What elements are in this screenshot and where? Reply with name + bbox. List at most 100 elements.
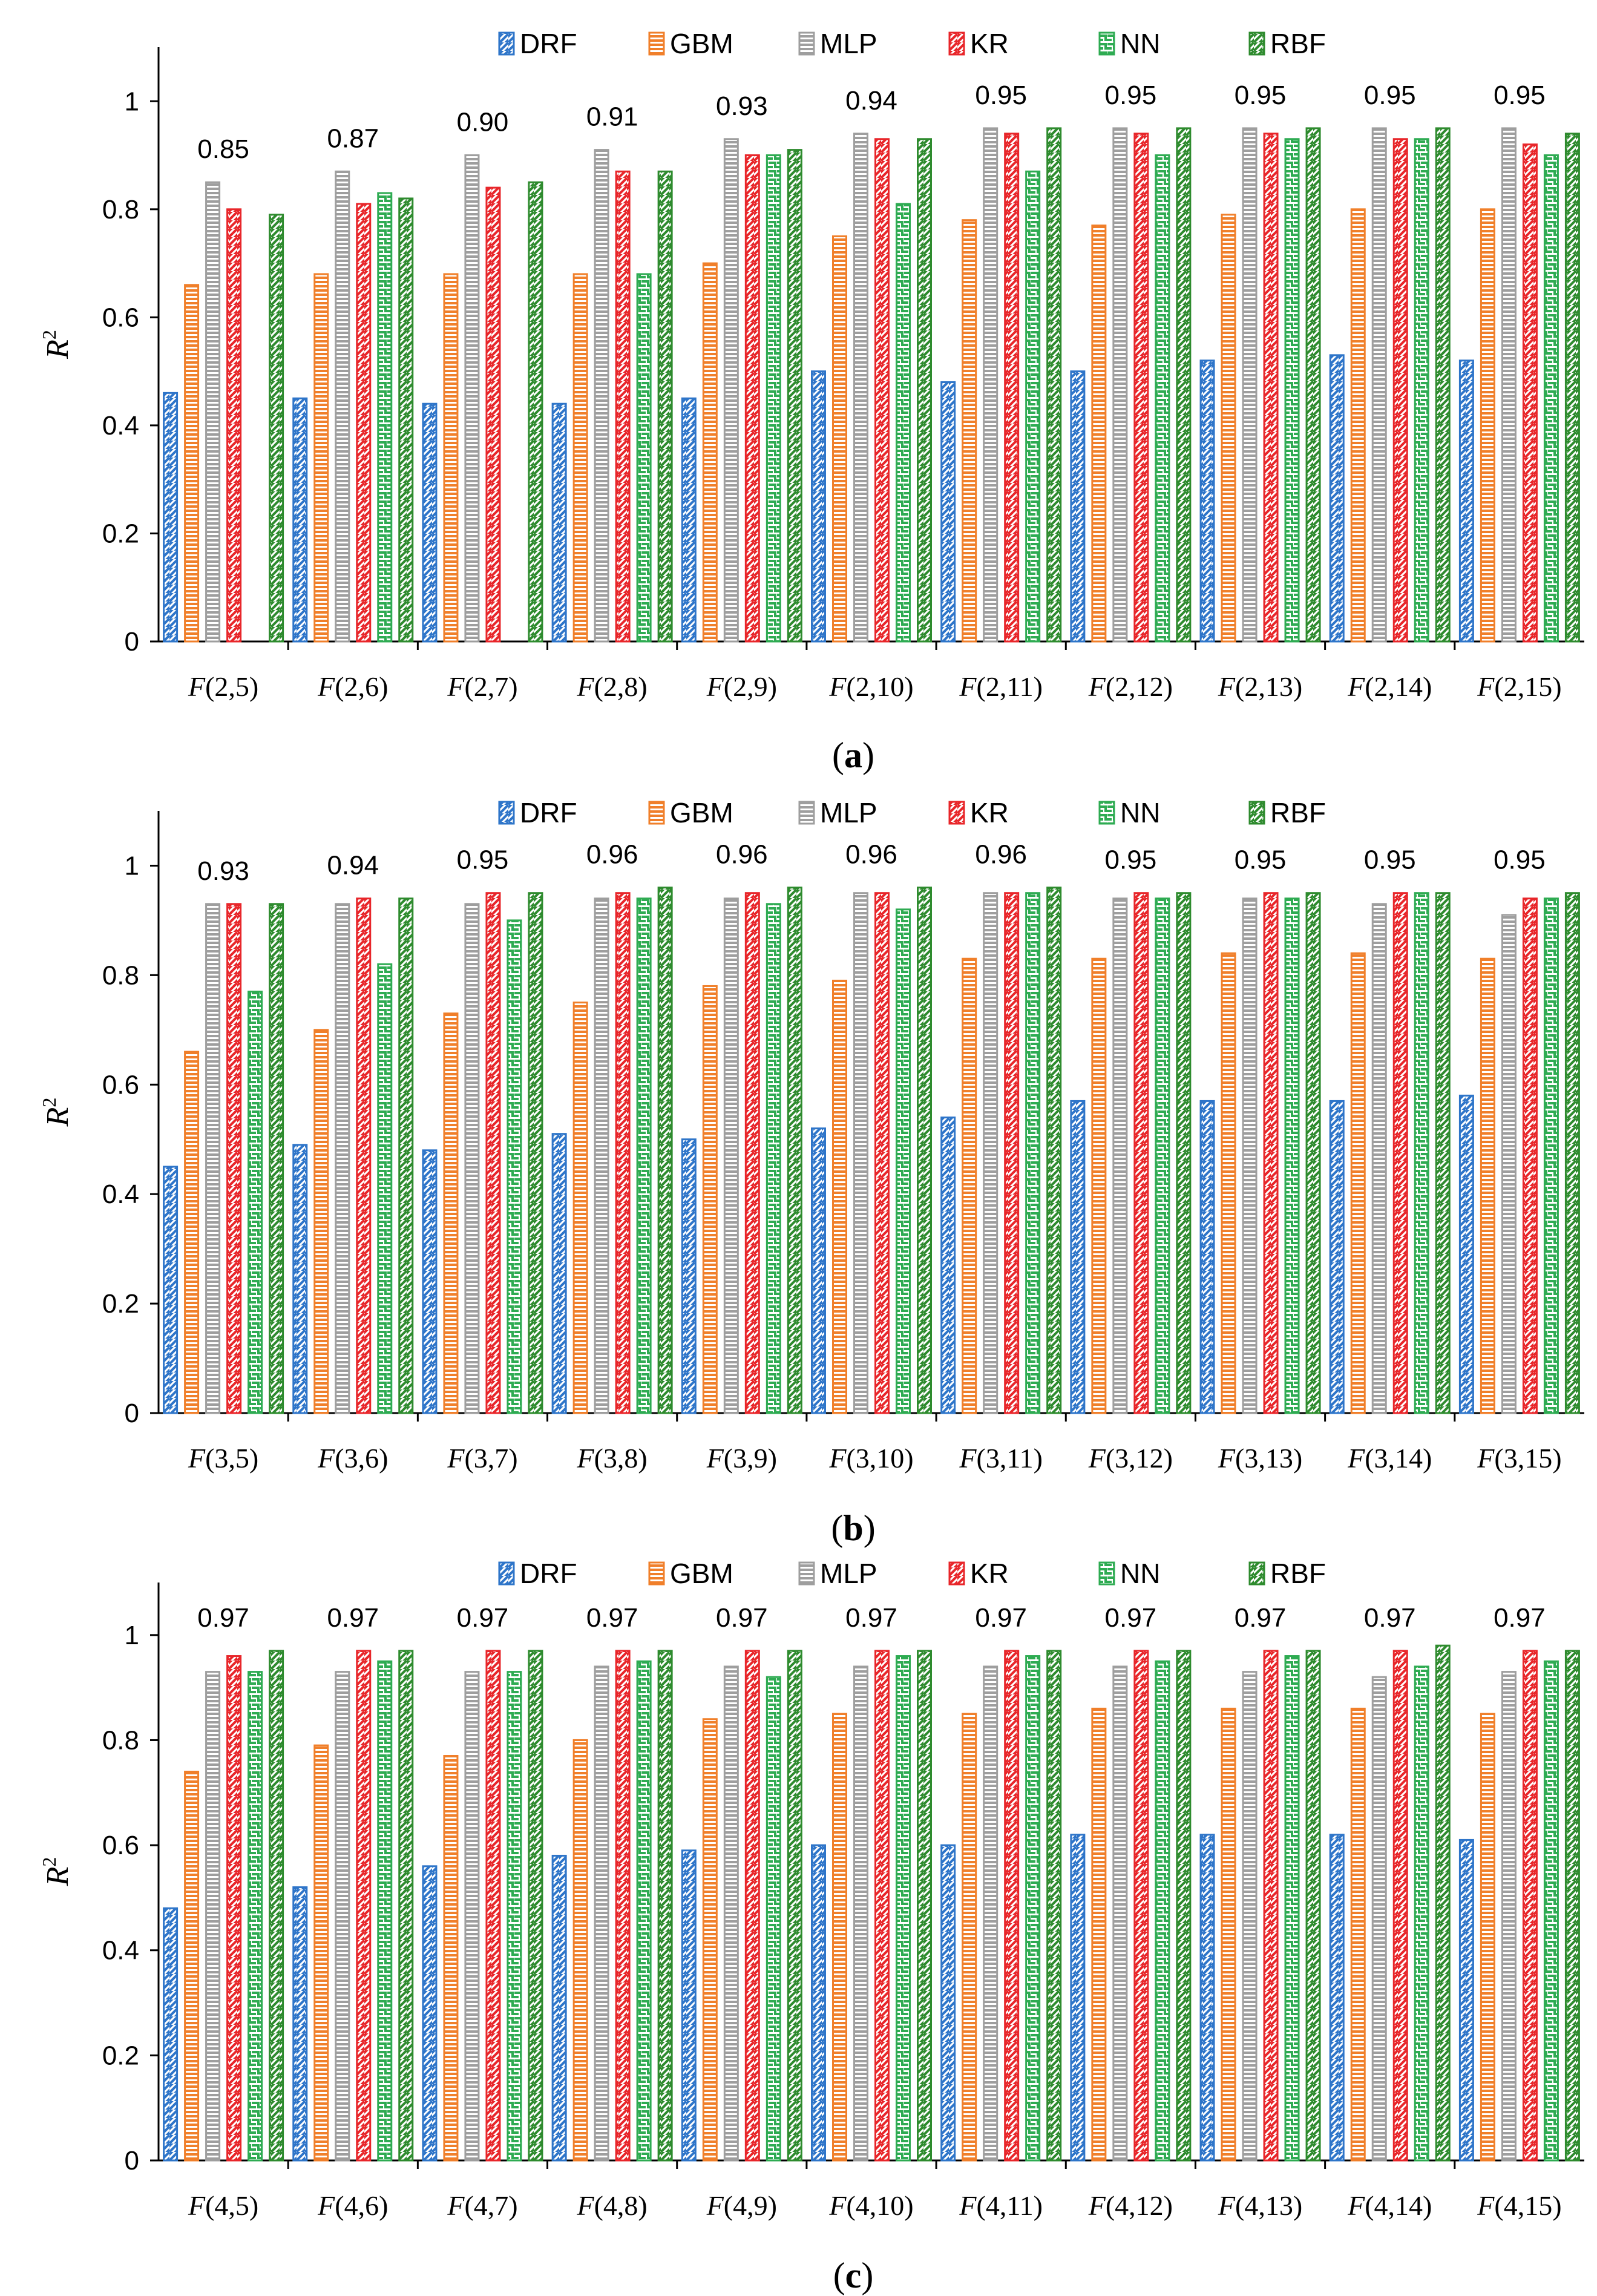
- bar-rbf: [1435, 892, 1451, 1414]
- bar-drf: [1070, 370, 1086, 643]
- best-r2-annotation: 0.97: [457, 1603, 509, 1633]
- best-r2-annotation: 0.97: [586, 1603, 638, 1633]
- bar-rbf: [1564, 133, 1580, 643]
- bar-nn: [507, 919, 522, 1414]
- bar-mlp: [205, 903, 221, 1414]
- bar-gbm: [1091, 1707, 1107, 2162]
- best-r2-annotation: 0.97: [716, 1603, 768, 1633]
- x-tick-label: F(2,10): [828, 671, 913, 702]
- bar-gbm: [702, 985, 718, 1414]
- best-r2-annotation: 0.96: [586, 840, 638, 870]
- bar-drf: [681, 1138, 697, 1414]
- legend-label-drf: DRF: [520, 797, 577, 828]
- bar-nn: [1025, 170, 1041, 643]
- bar-nn: [248, 1671, 263, 2162]
- bar-gbm: [572, 1739, 588, 2162]
- bar-nn: [636, 273, 652, 643]
- bar-rbf: [269, 1650, 284, 2162]
- bar-nn: [896, 1655, 911, 2162]
- legend-label-gbm: GBM: [670, 797, 733, 828]
- bar-rbf: [1046, 887, 1062, 1414]
- legend-label-drf: DRF: [520, 28, 577, 59]
- bar-kr: [1004, 892, 1020, 1414]
- bar-kr: [874, 1650, 890, 2162]
- bar-mlp: [853, 133, 868, 643]
- legend-label-rbf: RBF: [1270, 28, 1326, 59]
- bar-rbf: [657, 887, 673, 1414]
- y-tick-label: 0.2: [102, 2041, 139, 2070]
- bar-mlp: [335, 903, 350, 1414]
- bar-gbm: [1350, 1707, 1366, 2162]
- x-tick-label: F(2,13): [1218, 671, 1302, 702]
- bar-kr: [1263, 133, 1279, 643]
- x-tick-label: F(3,7): [447, 1443, 517, 1474]
- bar-nn: [896, 203, 911, 643]
- bar-kr: [356, 897, 372, 1414]
- x-tick-label: F(3,6): [317, 1443, 388, 1474]
- best-r2-annotation: 0.96: [716, 840, 768, 870]
- legend-label-rbf: RBF: [1270, 1558, 1326, 1589]
- x-tick-label: F(3,5): [188, 1443, 258, 1474]
- bar-rbf: [1435, 127, 1451, 643]
- bar-gbm: [702, 262, 718, 643]
- best-r2-annotation: 0.97: [1364, 1603, 1416, 1633]
- best-r2-annotation: 0.97: [1105, 1603, 1157, 1633]
- best-r2-annotation: 0.95: [1494, 845, 1546, 875]
- x-tick-label: F(4,6): [317, 2190, 388, 2221]
- legend-label-gbm: GBM: [670, 28, 733, 59]
- bar-gbm: [184, 1771, 200, 2162]
- y-tick-label: 0.4: [102, 1179, 139, 1209]
- y-tick-label: 0.8: [102, 960, 139, 990]
- bar-gbm: [313, 1744, 329, 2162]
- bar-mlp: [335, 170, 350, 643]
- x-tick-label: F(3,10): [828, 1443, 913, 1474]
- bar-mlp: [723, 897, 739, 1414]
- bar-rbf: [787, 149, 802, 643]
- best-r2-annotation: 0.96: [845, 840, 897, 870]
- bar-gbm: [1480, 957, 1495, 1414]
- x-tick-label: F(4,11): [959, 2190, 1043, 2221]
- bar-kr: [615, 1650, 631, 2162]
- bar-gbm: [572, 273, 588, 643]
- best-r2-annotation: 0.95: [1105, 80, 1157, 110]
- legend-label-gbm: GBM: [670, 1558, 733, 1589]
- bar-drf: [1199, 1834, 1215, 2162]
- bar-rbf: [398, 1650, 414, 2162]
- best-r2-annotation: 0.93: [197, 856, 249, 886]
- best-r2-annotation: 0.94: [327, 851, 379, 881]
- y-axis-label: R2: [38, 1098, 75, 1127]
- bar-gbm: [962, 957, 977, 1414]
- bar-kr: [615, 170, 631, 643]
- bar-gbm: [702, 1718, 718, 2162]
- bar-kr: [1133, 133, 1149, 643]
- bar-kr: [356, 203, 372, 643]
- x-tick-label: F(2,11): [959, 671, 1043, 702]
- legend-swatch-rbf: [1248, 801, 1265, 825]
- best-r2-annotation: 0.95: [1235, 845, 1287, 875]
- bar-nn: [1025, 892, 1041, 1414]
- bar-kr: [1133, 1650, 1149, 2162]
- legend-swatch-gbm: [648, 31, 665, 56]
- legend-label-kr: KR: [970, 28, 1009, 59]
- x-tick-label: F(4,7): [447, 2190, 517, 2221]
- bar-mlp: [1371, 1676, 1387, 2162]
- best-r2-annotation: 0.94: [845, 86, 897, 116]
- x-tick-label: F(4,5): [188, 2190, 258, 2221]
- bar-mlp: [1371, 903, 1387, 1414]
- bar-gbm: [184, 284, 200, 643]
- bar-drf: [811, 1127, 826, 1414]
- y-tick-label: 0.2: [102, 519, 139, 548]
- legend-swatch-rbf: [1248, 1561, 1265, 1586]
- bar-mlp: [464, 154, 480, 643]
- bar-gbm: [962, 1713, 977, 2162]
- y-tick-label: 0.8: [102, 1725, 139, 1755]
- bar-rbf: [787, 1650, 802, 2162]
- best-r2-annotation: 0.93: [716, 91, 768, 121]
- legend-label-mlp: MLP: [820, 1558, 877, 1589]
- bar-rbf: [917, 138, 932, 643]
- bar-drf: [1458, 1838, 1474, 2162]
- bar-mlp: [594, 149, 609, 643]
- x-tick-label: F(2,15): [1477, 671, 1561, 702]
- legend-swatch-mlp: [798, 1561, 815, 1586]
- bar-kr: [1392, 892, 1408, 1414]
